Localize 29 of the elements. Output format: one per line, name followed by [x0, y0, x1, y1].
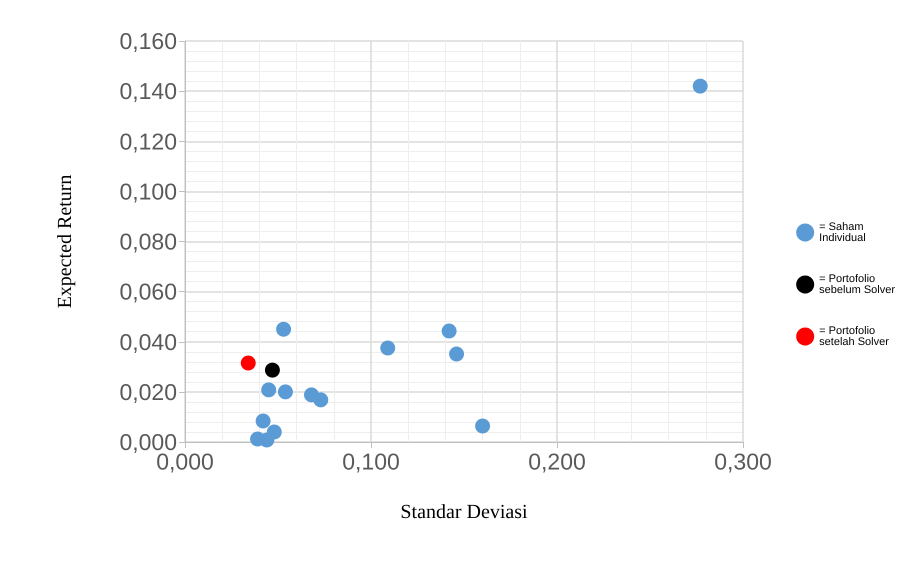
y-tick-label: 0,000: [119, 429, 177, 455]
y-tick-label: 0,020: [119, 378, 177, 405]
y-tick-label: 0,100: [119, 178, 177, 204]
legend-label: = Saham Individual: [819, 221, 867, 244]
y-tick-label: 0,120: [119, 128, 177, 154]
point: [692, 78, 708, 94]
point: [442, 323, 457, 338]
point: [256, 413, 271, 428]
x-tick-label: 0,300: [714, 448, 772, 474]
point: [313, 392, 328, 408]
x-tick-label: 0,100: [342, 448, 400, 474]
y-tick-label: 0,160: [119, 28, 177, 54]
point: [380, 340, 396, 356]
point: [276, 322, 292, 337]
y-tick-label: 0,060: [119, 278, 177, 305]
legend-label: = Portofolio setelah Solver: [819, 325, 890, 348]
point: [449, 346, 464, 362]
y-tick-label: 0,140: [119, 78, 177, 104]
x-tick-label: 0,200: [528, 448, 586, 474]
point: [261, 382, 276, 398]
point: [278, 384, 293, 400]
point: [240, 356, 256, 371]
x-axis-title: Standar Deviasi: [400, 501, 528, 523]
point: [264, 362, 280, 378]
y-axis-title: Expected Return: [54, 174, 76, 308]
legend-label: = Portofolio sebelum Solver: [819, 273, 896, 296]
y-tick-label: 0,040: [119, 328, 177, 355]
point: [475, 418, 490, 434]
y-tick-label: 0,080: [119, 228, 177, 254]
